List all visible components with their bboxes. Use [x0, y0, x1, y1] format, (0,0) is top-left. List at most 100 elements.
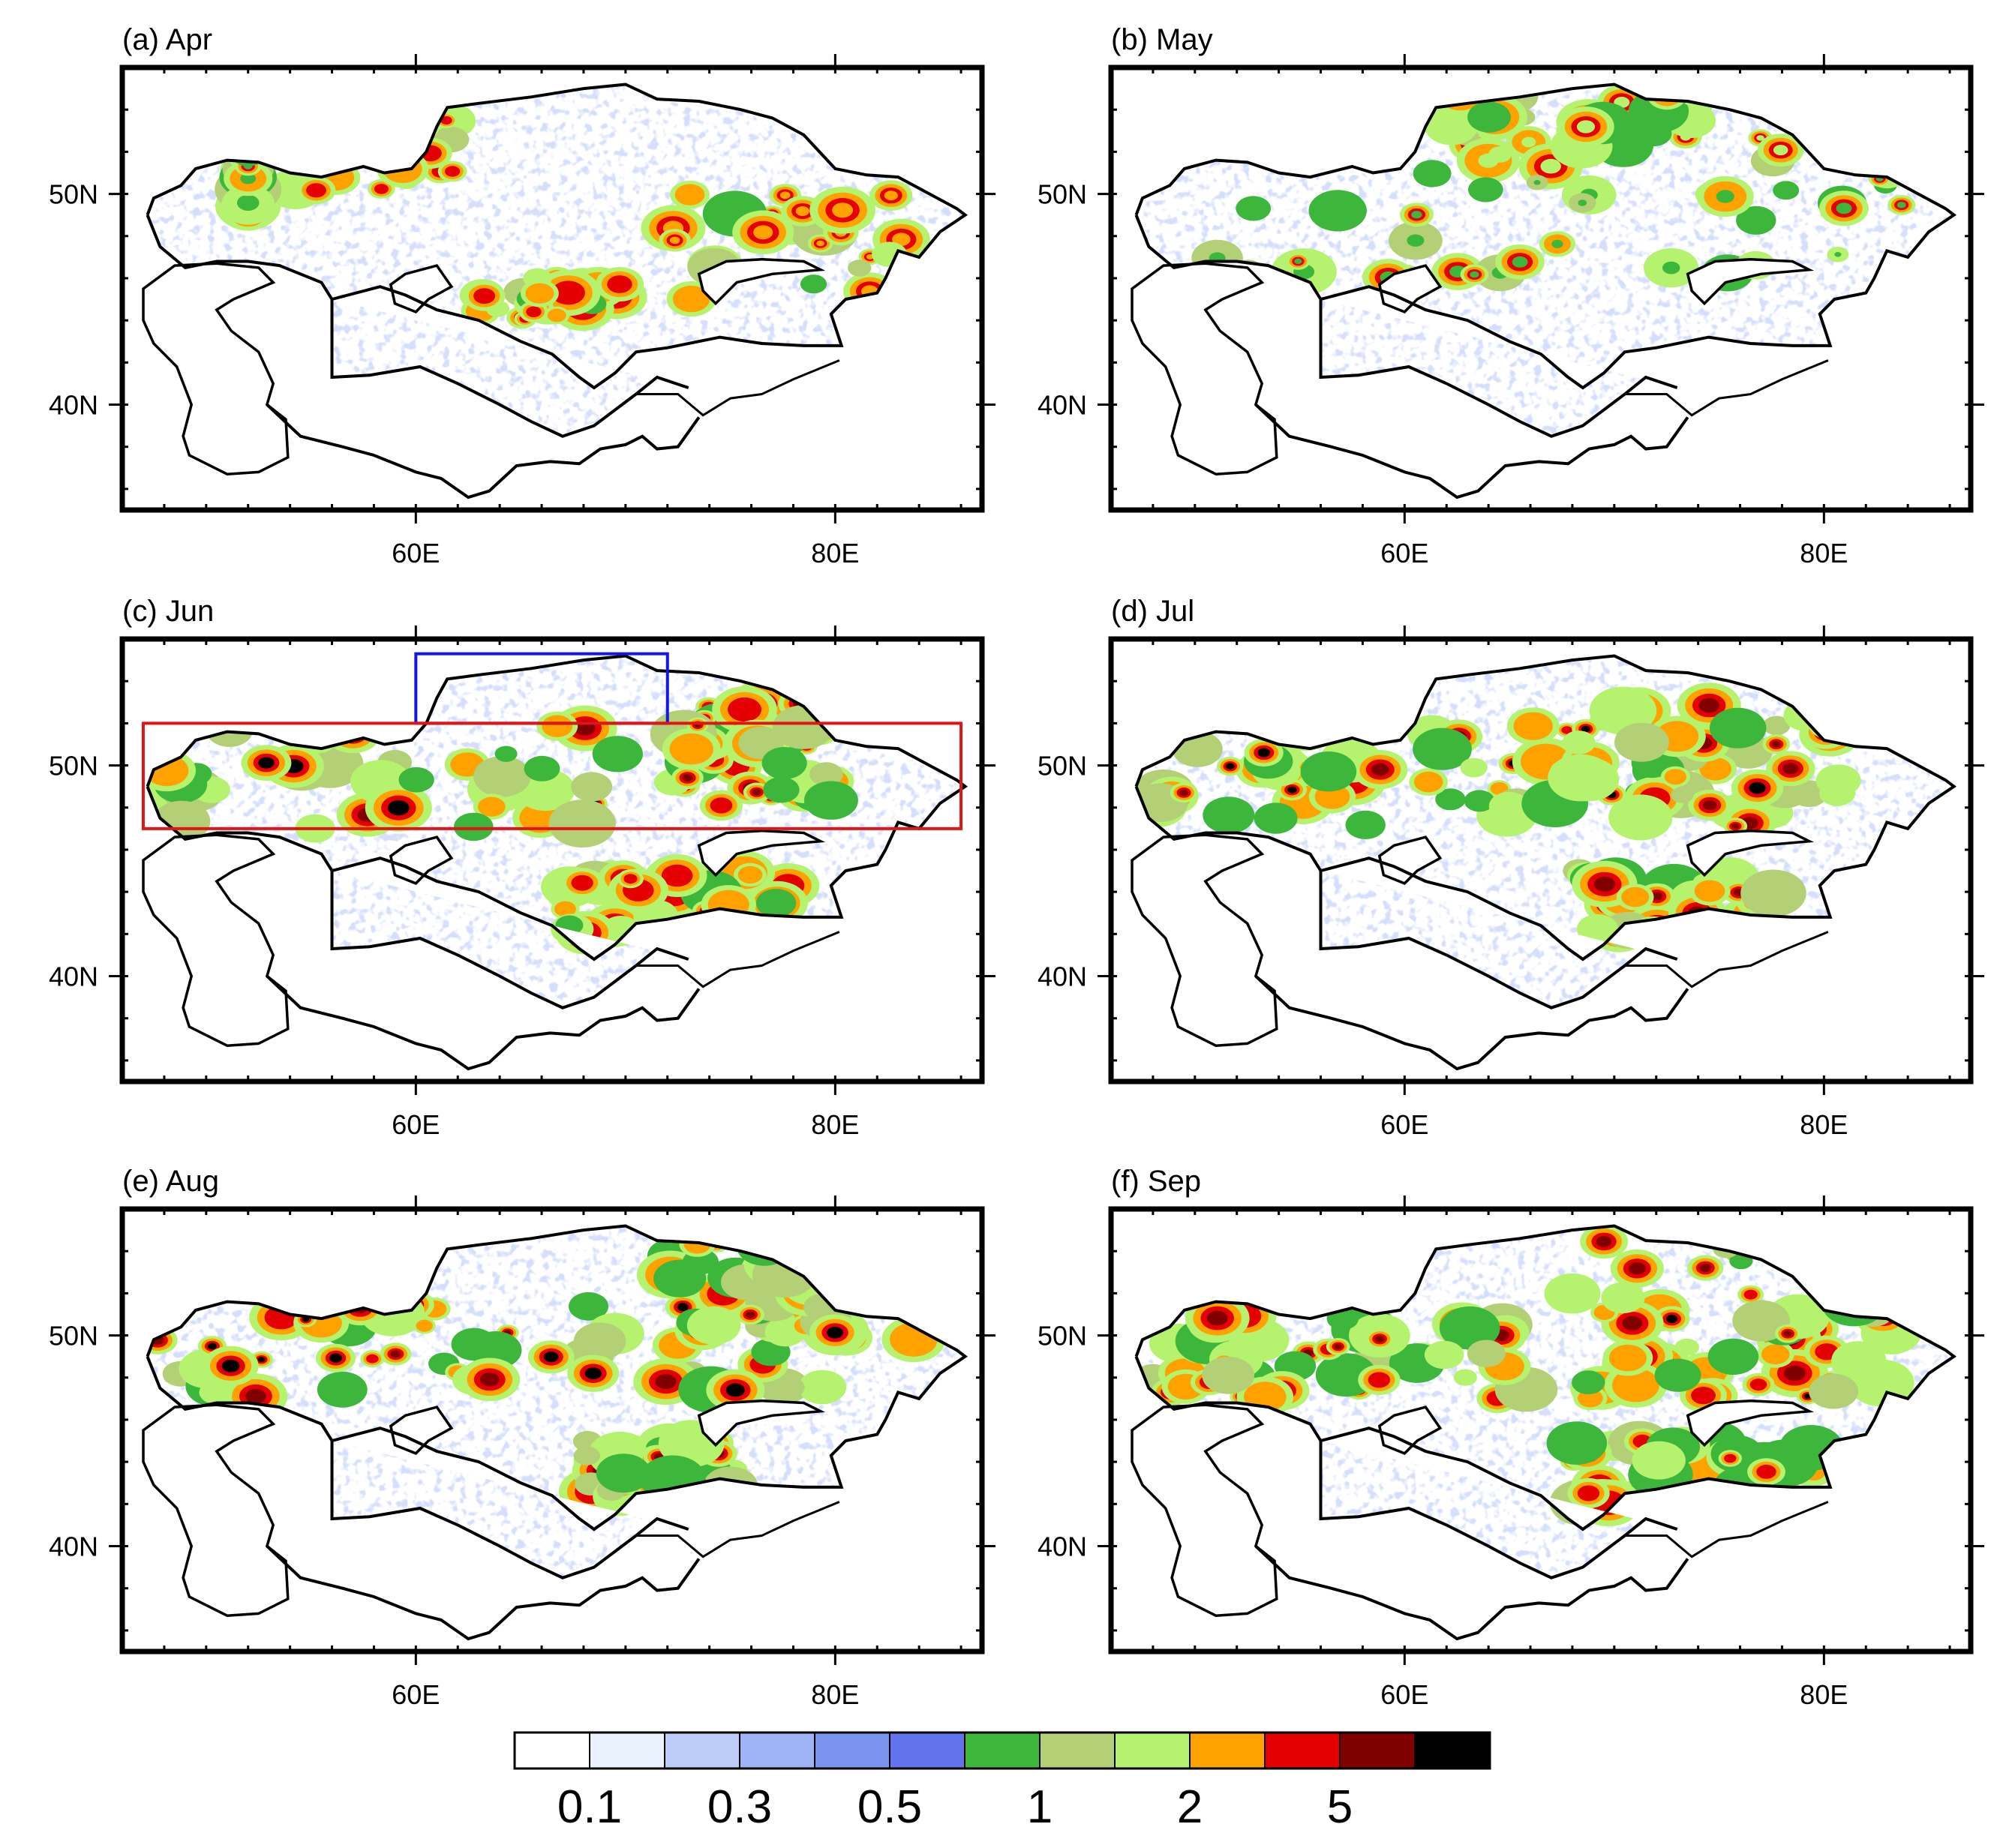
precip-cell — [1563, 728, 1571, 733]
precip-cell — [575, 878, 590, 888]
precip-cell — [531, 811, 550, 825]
precip-cell — [679, 1491, 688, 1498]
precip-cell — [1690, 924, 1713, 941]
precip-cell — [1760, 1467, 1773, 1477]
precip-cell — [773, 922, 801, 942]
precip-cell — [793, 1250, 816, 1267]
precip-cell — [305, 728, 329, 746]
precip-cell — [1495, 785, 1503, 792]
country-border — [1319, 871, 1678, 1010]
map-panel: (f) Sep 60E 80E 40N 50N — [1038, 1165, 1984, 1710]
precip-cell — [565, 922, 574, 928]
precip-cell — [243, 152, 254, 159]
precip-cell — [557, 285, 579, 301]
precip-cell — [1690, 84, 1715, 102]
precip-cell — [1570, 770, 1591, 786]
precip-cell — [1896, 202, 1906, 208]
precip-cell — [1703, 886, 1716, 896]
precip-cell — [1725, 1351, 1742, 1363]
precip-cell — [1502, 801, 1516, 811]
caspian-sea — [142, 262, 290, 476]
precip-cell — [337, 133, 387, 169]
precip-cell — [1512, 256, 1528, 268]
country-border — [330, 1441, 689, 1580]
precip-cell — [354, 145, 371, 157]
precip-cell — [1813, 711, 1848, 736]
colorbar-swatch — [589, 1732, 665, 1769]
precip-cell — [1737, 1258, 1745, 1264]
precip-cell — [207, 1342, 217, 1350]
precip-cell — [1226, 763, 1235, 770]
precip-cell — [1220, 1369, 1237, 1382]
precip-cell — [905, 1292, 926, 1308]
precip-cell — [1629, 892, 1641, 902]
precip-cell — [1816, 706, 1824, 712]
precip-cell — [1932, 172, 1952, 187]
precip-cell — [706, 916, 723, 928]
precip-cell — [821, 1240, 840, 1254]
precip-cell — [1678, 792, 1686, 798]
precip-cell — [1771, 741, 1781, 748]
precip-cell — [668, 1494, 689, 1509]
precip-cell — [1685, 920, 1719, 944]
colorbar-swatch — [814, 1732, 890, 1769]
country-border — [146, 82, 968, 390]
precip-cell — [904, 263, 929, 281]
precip-cell — [781, 927, 794, 936]
precip-cell — [1822, 1253, 1839, 1266]
colorbar-swatch — [1114, 1732, 1191, 1769]
colorbar-swatch — [1039, 1732, 1116, 1769]
precip-cell — [771, 1226, 812, 1252]
colorbar-swatch — [889, 1732, 965, 1769]
precip-cell — [582, 1453, 591, 1459]
precip-cell — [614, 1466, 632, 1480]
precip-cell — [1842, 1360, 1854, 1369]
precip-cell — [1254, 720, 1264, 728]
precip-cell — [343, 136, 381, 164]
precip-cell — [1152, 796, 1170, 809]
lat-tick-label: 40N — [1038, 1532, 1087, 1562]
precip-cell — [147, 1316, 155, 1325]
precip-cell — [1629, 1492, 1646, 1504]
precip-cell — [611, 278, 628, 290]
precip-cell — [1641, 923, 1664, 940]
precip-cell — [698, 911, 731, 934]
precip-cell — [417, 123, 433, 134]
precip-cell — [797, 1253, 812, 1264]
precip-cell — [785, 1247, 812, 1267]
lake-balkhash — [697, 1399, 826, 1448]
precip-cell — [1779, 1493, 1797, 1506]
precip-cell — [862, 1290, 877, 1301]
map-panel: (e) Aug 60E 80E 40N 50N — [49, 1165, 995, 1710]
precip-cell — [801, 1239, 830, 1260]
precip-cell — [364, 120, 391, 140]
precip-cell — [1636, 1437, 1649, 1446]
precip-cell — [1482, 112, 1497, 122]
precip-cell — [1599, 1309, 1609, 1316]
precip-cell — [1614, 138, 1633, 153]
precip-cell — [1772, 722, 1781, 729]
precip-cell — [1256, 1390, 1275, 1404]
precip-cell — [1594, 876, 1615, 892]
country-border — [635, 931, 840, 988]
precip-cell — [908, 266, 924, 278]
precip-cell — [1824, 1282, 1869, 1314]
precip-cell — [884, 190, 898, 201]
precip-cell — [1336, 1367, 1356, 1382]
precip-cell — [1831, 775, 1846, 786]
precip-cell — [1578, 200, 1587, 206]
caspian-sea — [142, 833, 290, 1047]
panel-title: (f) Sep — [1111, 1165, 1201, 1198]
precip-cell — [815, 1382, 830, 1393]
precip-cell — [832, 202, 854, 218]
precip-cell — [1769, 1350, 1782, 1359]
precip-cell — [1683, 911, 1718, 936]
map-frame — [119, 636, 985, 1084]
precip-cell — [1284, 714, 1329, 746]
aral-sea — [389, 264, 454, 314]
precip-cell — [245, 200, 252, 206]
precip-cell — [1674, 918, 1707, 941]
precip-cell — [769, 919, 806, 945]
precip-cell — [288, 123, 305, 135]
precip-cell — [1450, 87, 1470, 101]
